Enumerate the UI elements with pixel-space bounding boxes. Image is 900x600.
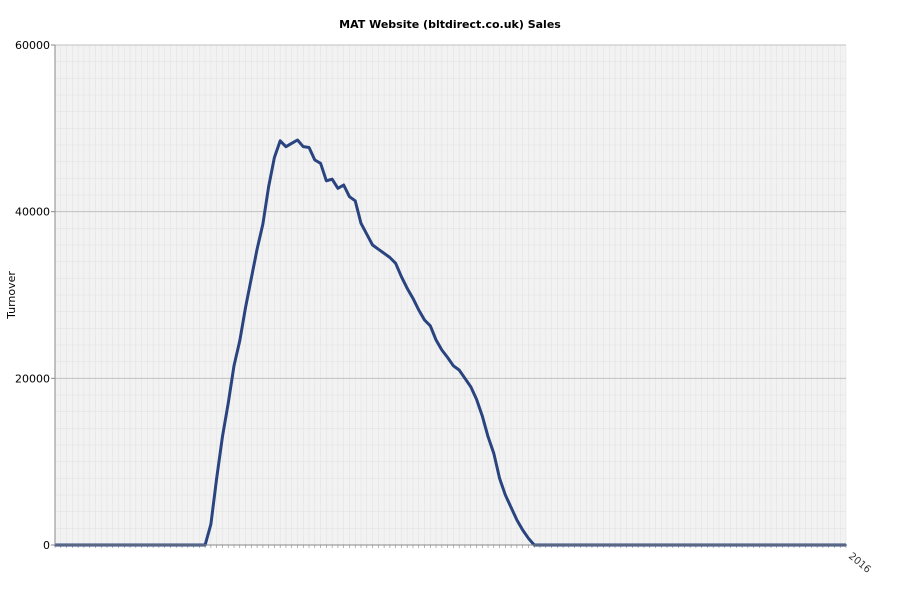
- data-point: [423, 319, 426, 321]
- data-point: [262, 223, 264, 225]
- data-point: [493, 452, 495, 455]
- data-point: [394, 262, 397, 265]
- y-tick-label: 60000: [15, 39, 50, 52]
- data-point: [417, 309, 420, 311]
- data-point: [516, 519, 518, 521]
- data-point: [412, 297, 414, 300]
- data-point: [227, 402, 230, 405]
- chart-title: MAT Website (bltdirect.co.uk) Sales: [339, 18, 561, 31]
- major-gridlines: [55, 44, 846, 379]
- data-point: [487, 435, 489, 438]
- data-point: [371, 244, 374, 246]
- data-point: [238, 340, 241, 342]
- data-point: [279, 140, 281, 142]
- data-point: [360, 222, 362, 225]
- data-point: [435, 339, 437, 341]
- data-point: [429, 325, 432, 327]
- data-point: [400, 275, 403, 278]
- data-point: [504, 494, 507, 496]
- data-point: [365, 233, 368, 235]
- data-point: [469, 385, 472, 388]
- data-point: [233, 365, 235, 367]
- data-point: [267, 185, 270, 188]
- x-axis-ticks: 2016: [54, 545, 873, 576]
- data-point: [377, 248, 380, 250]
- data-point: [256, 248, 258, 250]
- x-tick-label: 2016: [846, 551, 873, 576]
- data-point: [464, 377, 466, 380]
- data-point: [308, 146, 310, 149]
- data-point: [354, 200, 357, 202]
- y-tick-label: 0: [43, 539, 50, 552]
- data-point: [475, 398, 478, 400]
- y-axis-label: Turnover: [5, 271, 18, 320]
- data-point: [452, 365, 455, 367]
- data-point: [458, 369, 460, 371]
- data-point: [285, 145, 287, 148]
- y-tick-label: 40000: [15, 206, 50, 219]
- data-point: [441, 349, 443, 351]
- data-point: [498, 477, 501, 480]
- data-point: [325, 180, 328, 182]
- data-point: [389, 256, 391, 259]
- data-point: [481, 415, 484, 417]
- data-point: [302, 145, 305, 148]
- data-point: [319, 162, 322, 165]
- data-point: [342, 184, 345, 186]
- data-point: [406, 287, 408, 290]
- data-point: [348, 195, 351, 198]
- data-point: [250, 277, 253, 280]
- data-point: [244, 306, 247, 309]
- data-point: [510, 506, 512, 509]
- data-point: [337, 187, 339, 190]
- minor-gridlines: [54, 45, 847, 545]
- y-tick-label: 20000: [15, 372, 50, 385]
- data-point: [296, 139, 299, 141]
- data-point: [221, 435, 224, 438]
- data-point: [210, 523, 212, 525]
- data-point: [521, 529, 524, 531]
- data-point: [446, 356, 449, 359]
- data-point: [290, 142, 293, 145]
- data-point: [215, 477, 218, 480]
- data-point: [331, 178, 333, 180]
- data-point: [273, 156, 276, 159]
- data-point: [314, 159, 316, 161]
- y-axis-ticks: 0 20000 40000 60000: [15, 39, 55, 552]
- data-point: [383, 252, 385, 255]
- data-point: [527, 537, 530, 540]
